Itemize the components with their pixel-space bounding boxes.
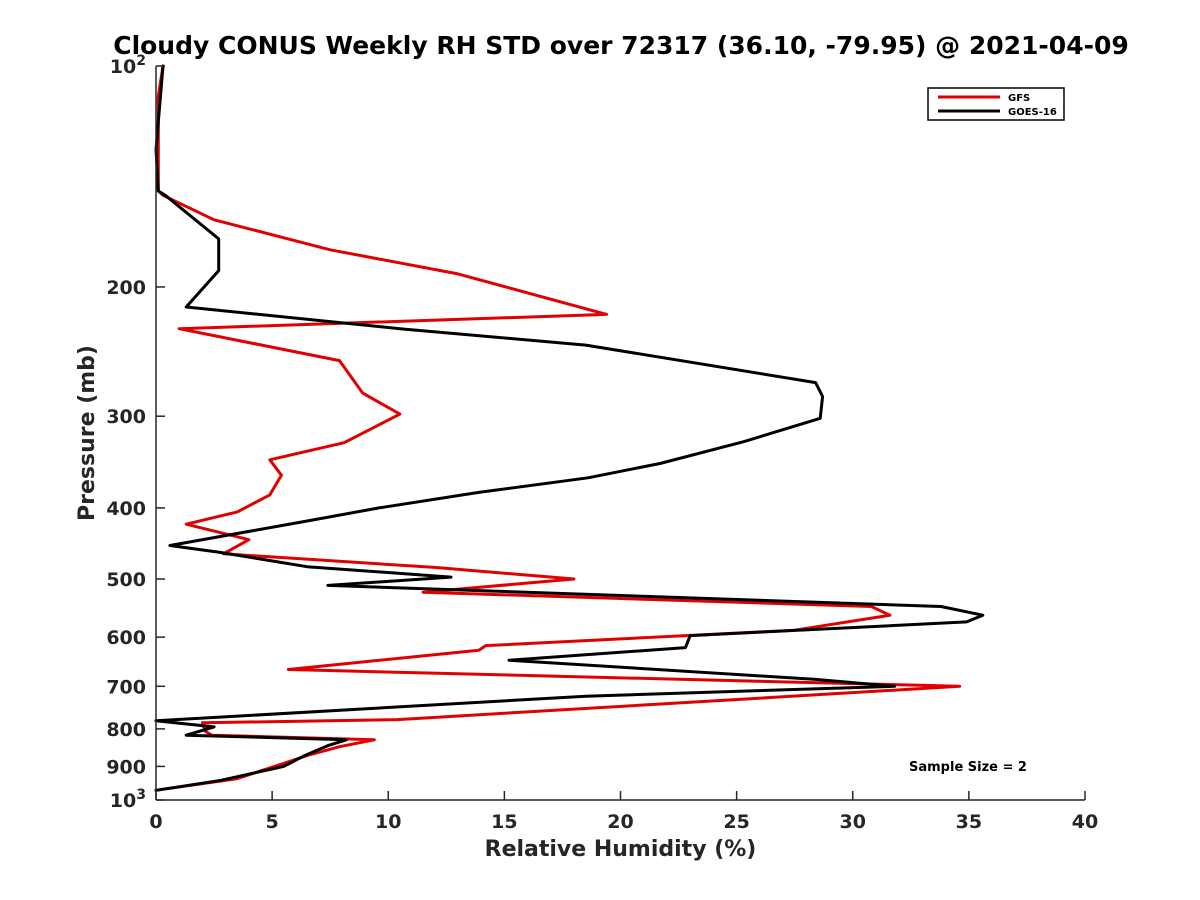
x-tick-label: 15 xyxy=(491,811,517,833)
y-tick-label: 300 xyxy=(106,406,146,428)
sample-size-annotation: Sample Size = 2 xyxy=(909,760,1027,775)
x-tick-label: 35 xyxy=(956,811,982,833)
plot-area: 0 5 10 15 20 25 30 35 40 102 200 300 400 500 600 700 800… xyxy=(106,53,1098,833)
y-tick-label: 900 xyxy=(106,756,146,778)
series-line-goes-16 xyxy=(154,64,985,792)
y-tick-label: 200 xyxy=(106,277,146,299)
x-tick-label: 0 xyxy=(149,811,162,833)
legend-label-gfs: GFS xyxy=(1008,93,1030,104)
x-axis-label: Relative Humidity (%) xyxy=(485,837,757,862)
chart-title: Cloudy CONUS Weekly RH STD over 72317 (3… xyxy=(113,31,1129,60)
x-tick-label: 25 xyxy=(723,811,749,833)
legend-box xyxy=(927,87,1065,121)
y-tick-label: 102 xyxy=(110,53,146,78)
axes: 0 5 10 15 20 25 30 35 40 102 200 300 400 500 600 700 800… xyxy=(106,53,1098,833)
series-lines xyxy=(154,64,985,792)
y-tick-label: 103 xyxy=(110,787,146,812)
y-tick-label: 400 xyxy=(106,498,146,520)
x-tick-label: 40 xyxy=(1072,811,1098,833)
x-tick-label: 5 xyxy=(266,811,279,833)
legend: GFS GOES-16 xyxy=(927,87,1065,121)
y-tick-label: 500 xyxy=(106,569,146,591)
y-tick-label: 700 xyxy=(106,676,146,698)
plot-background xyxy=(156,66,1085,800)
x-tick-label: 30 xyxy=(840,811,866,833)
y-axis-label: Pressure (mb) xyxy=(75,345,100,521)
x-tick-label: 20 xyxy=(607,811,633,833)
y-tick-label: 600 xyxy=(106,627,146,649)
legend-label-goes-16: GOES-16 xyxy=(1008,107,1057,118)
y-tick-label: 800 xyxy=(106,719,146,741)
x-tick-label: 10 xyxy=(375,811,401,833)
